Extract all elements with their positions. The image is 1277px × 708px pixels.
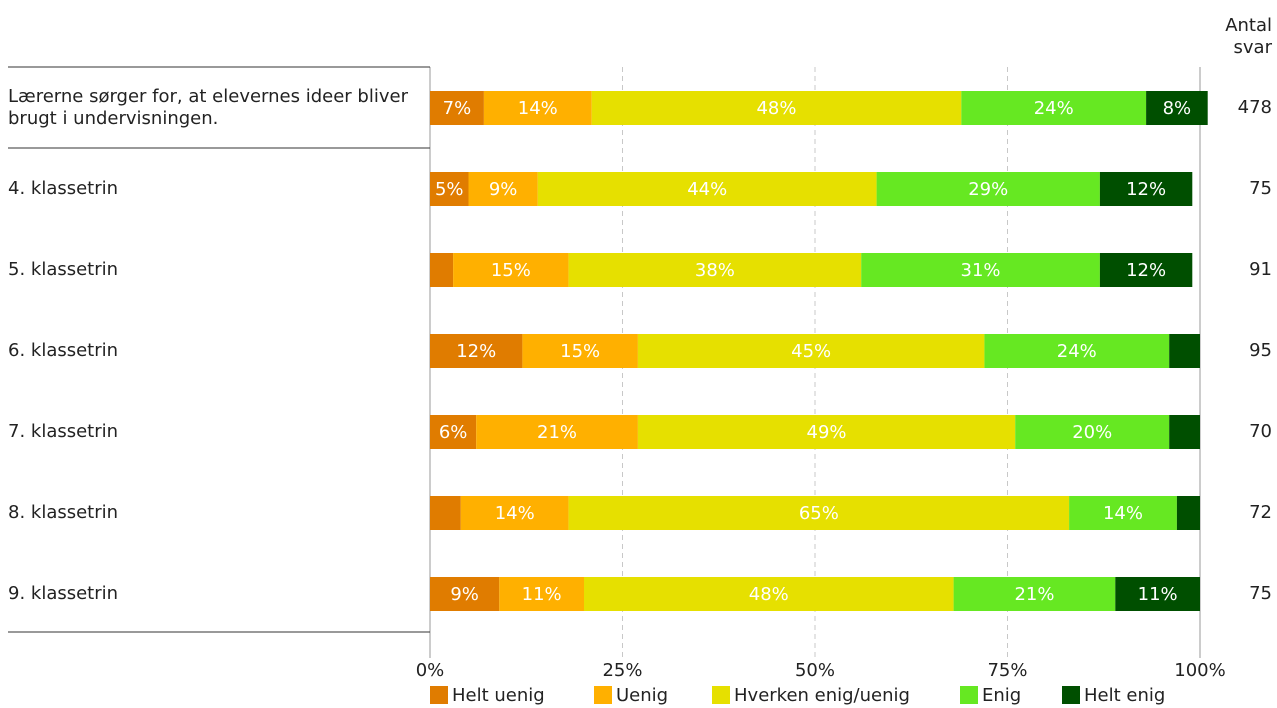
bar-segment <box>430 91 484 125</box>
value-label: 20% <box>1072 422 1112 443</box>
x-tick-label: 50% <box>795 660 835 681</box>
value-label: 14% <box>495 503 535 524</box>
value-label: 31% <box>961 260 1001 281</box>
bar-segment <box>591 91 962 125</box>
legend-label: Hverken enig/uenig <box>734 685 910 706</box>
legend-label: Uenig <box>616 685 668 706</box>
count-header: Antal svar <box>1225 15 1272 58</box>
bar-segment <box>637 334 985 368</box>
value-label: 15% <box>491 260 531 281</box>
value-label: 5% <box>435 179 464 200</box>
bar-segment <box>637 415 1016 449</box>
legend-label: Helt enig <box>1084 685 1165 706</box>
count-label: 478 <box>1237 97 1272 118</box>
category-label: 4. klassetrin <box>8 178 119 199</box>
bar-segment <box>430 577 500 611</box>
bar-segment <box>1015 415 1170 449</box>
value-label: 9% <box>450 584 479 605</box>
count-label: 75 <box>1249 583 1272 604</box>
legend-swatch <box>430 686 448 704</box>
value-label: 12% <box>456 341 496 362</box>
bar-segment <box>584 577 954 611</box>
value-label: 24% <box>1057 341 1097 362</box>
bar-segment <box>961 91 1147 125</box>
bar-segment <box>476 415 638 449</box>
legend-label: Enig <box>982 685 1021 706</box>
bar-segment <box>568 253 862 287</box>
count-label: 72 <box>1249 502 1272 523</box>
bar-segment <box>1069 496 1177 530</box>
legend-label: Helt uenig <box>452 685 545 706</box>
count-label: 75 <box>1249 178 1272 199</box>
value-label: 48% <box>749 584 789 605</box>
value-label: 14% <box>1103 503 1143 524</box>
x-tick-label: 0% <box>416 660 445 681</box>
value-label: 45% <box>791 341 831 362</box>
bar-segment <box>1099 253 1193 287</box>
value-label: 48% <box>756 98 796 119</box>
value-label: 44% <box>687 179 727 200</box>
value-label: 11% <box>1138 584 1178 605</box>
value-label: 29% <box>968 179 1008 200</box>
bar-segment <box>861 253 1100 287</box>
bar-segment <box>1146 91 1208 125</box>
bar-segment <box>1169 415 1200 449</box>
bar-segment <box>876 172 1100 206</box>
bar-segment <box>453 253 569 287</box>
legend-swatch <box>960 686 978 704</box>
bar-segment <box>1115 577 1200 611</box>
legend-swatch <box>594 686 612 704</box>
bar-segment <box>430 334 523 368</box>
value-label: 11% <box>522 584 562 605</box>
category-label: 8. klassetrin <box>8 502 119 523</box>
value-label: 12% <box>1126 179 1166 200</box>
value-label: 7% <box>443 98 472 119</box>
bar-segment <box>430 253 454 287</box>
bar-segment <box>460 496 569 530</box>
bar-segment <box>1176 496 1200 530</box>
category-label: 7. klassetrin <box>8 421 119 442</box>
value-label: 38% <box>695 260 735 281</box>
category-label: Lærerne sørger for, at elevernes ideer b… <box>8 86 408 129</box>
bar-segment <box>984 334 1170 368</box>
x-tick-label: 75% <box>987 660 1027 681</box>
legend-swatch <box>1062 686 1080 704</box>
value-label: 15% <box>560 341 600 362</box>
legend-swatch <box>712 686 730 704</box>
x-tick-label: 100% <box>1174 660 1225 681</box>
x-tick-label: 25% <box>602 660 642 681</box>
value-label: 49% <box>807 422 847 443</box>
bar-segment <box>1099 172 1193 206</box>
count-label: 91 <box>1249 259 1272 280</box>
bar-segment <box>568 496 1070 530</box>
count-label: 95 <box>1249 340 1272 361</box>
bar-segment <box>522 334 638 368</box>
value-label: 65% <box>799 503 839 524</box>
bar-segment <box>953 577 1116 611</box>
value-label: 9% <box>489 179 518 200</box>
bar-segment <box>499 577 584 611</box>
bar-segment <box>430 415 477 449</box>
value-label: 8% <box>1163 98 1192 119</box>
value-label: 21% <box>1014 584 1054 605</box>
count-label: 70 <box>1249 421 1272 442</box>
bar-segment <box>1169 334 1200 368</box>
category-label: 6. klassetrin <box>8 340 119 361</box>
bar-segment <box>430 172 469 206</box>
bar-segment <box>483 91 592 125</box>
category-label: 5. klassetrin <box>8 259 119 280</box>
category-label: 9. klassetrin <box>8 583 119 604</box>
value-label: 21% <box>537 422 577 443</box>
value-label: 24% <box>1034 98 1074 119</box>
value-label: 14% <box>518 98 558 119</box>
value-label: 6% <box>439 422 468 443</box>
bar-segment <box>537 172 877 206</box>
bar-segment <box>430 496 461 530</box>
value-label: 12% <box>1126 260 1166 281</box>
bar-segment <box>468 172 538 206</box>
